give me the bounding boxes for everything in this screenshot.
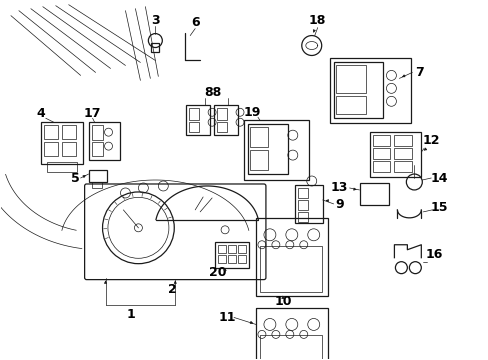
Bar: [227, 255, 236, 263]
Bar: [47, 162, 77, 172]
Text: 20: 20: [209, 266, 226, 279]
Text: 12: 12: [422, 134, 439, 147]
Bar: [297, 188, 307, 198]
Bar: [91, 125, 102, 140]
Bar: [244, 120, 308, 180]
Bar: [61, 125, 76, 139]
Text: 14: 14: [429, 171, 447, 185]
Bar: [218, 245, 225, 253]
Bar: [88, 122, 120, 160]
Text: 18: 18: [308, 14, 325, 27]
Bar: [218, 255, 225, 263]
Bar: [394, 135, 411, 146]
Bar: [335, 96, 365, 114]
Text: 6: 6: [190, 16, 199, 29]
Bar: [297, 212, 307, 222]
Text: 5: 5: [71, 171, 80, 185]
Bar: [189, 122, 199, 132]
Bar: [217, 108, 226, 120]
Text: 13: 13: [330, 181, 347, 194]
Text: 16: 16: [425, 248, 442, 261]
Bar: [91, 142, 102, 156]
Bar: [333, 62, 383, 118]
Bar: [41, 122, 82, 164]
Bar: [260, 246, 321, 292]
Bar: [238, 255, 245, 263]
Bar: [369, 132, 421, 177]
Text: 1: 1: [126, 308, 135, 321]
Bar: [255, 307, 327, 360]
Bar: [214, 105, 238, 135]
Bar: [238, 245, 245, 253]
Bar: [394, 148, 411, 159]
Text: 88: 88: [204, 86, 221, 99]
Bar: [186, 105, 210, 135]
Bar: [44, 142, 58, 156]
Bar: [297, 200, 307, 210]
Bar: [329, 58, 410, 123]
Bar: [249, 150, 267, 170]
Text: 7: 7: [414, 66, 423, 79]
Bar: [260, 336, 321, 360]
Bar: [189, 108, 199, 120]
Bar: [217, 122, 226, 132]
Bar: [247, 124, 287, 174]
Text: 3: 3: [151, 14, 159, 27]
Text: 4: 4: [36, 107, 45, 120]
Bar: [61, 142, 76, 156]
Bar: [255, 218, 327, 296]
Bar: [151, 42, 159, 53]
Bar: [394, 161, 411, 172]
Bar: [91, 182, 102, 188]
Bar: [335, 66, 365, 93]
Bar: [227, 245, 236, 253]
Text: 19: 19: [243, 106, 260, 119]
Bar: [359, 183, 388, 205]
Bar: [294, 185, 322, 223]
Text: 9: 9: [335, 198, 343, 211]
Bar: [44, 125, 58, 139]
Bar: [88, 170, 106, 182]
Bar: [372, 148, 389, 159]
Text: 10: 10: [274, 295, 291, 308]
Bar: [372, 161, 389, 172]
Text: 17: 17: [83, 107, 101, 120]
Bar: [249, 127, 267, 147]
Text: 15: 15: [429, 201, 447, 215]
Bar: [215, 242, 248, 268]
Text: 11: 11: [218, 311, 235, 324]
Text: 2: 2: [167, 283, 176, 296]
Bar: [372, 135, 389, 146]
